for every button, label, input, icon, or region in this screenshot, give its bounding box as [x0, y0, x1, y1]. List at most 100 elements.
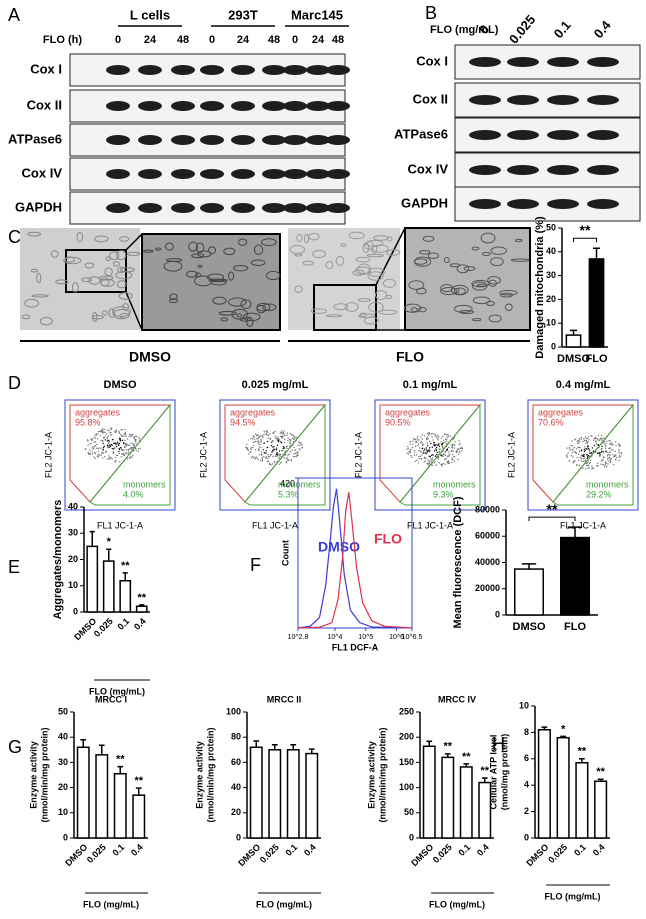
y-axis-label: Enzyme activity	[28, 741, 38, 809]
chart-title: MRCC II	[267, 694, 302, 704]
flow-dot	[410, 454, 412, 457]
flow-dot	[258, 449, 260, 452]
x-axis-label: FL1 JC-1-A	[560, 520, 606, 530]
flow-dot	[117, 443, 120, 445]
em-texture	[119, 236, 130, 242]
y-tick-label: 40	[546, 246, 556, 256]
flow-dot	[583, 453, 585, 456]
flow-dot	[435, 444, 437, 446]
flow-dot	[584, 440, 586, 442]
significance: **	[443, 741, 452, 753]
bar	[113, 772, 127, 839]
flow-dot	[618, 444, 621, 446]
flow-dot	[281, 430, 283, 432]
flow-dot	[594, 437, 596, 440]
em-texture	[510, 258, 530, 262]
flow-dot	[587, 456, 589, 458]
x-tick-label: 0.4	[129, 842, 145, 858]
flow-dot	[278, 457, 280, 459]
flow-dot	[458, 451, 460, 453]
flow-dot	[278, 438, 280, 441]
flow-dot	[414, 438, 417, 441]
flow-dot	[587, 445, 589, 447]
y-axis-label: (nmol/mg protein)	[499, 734, 509, 811]
flow-dot	[583, 448, 586, 450]
row-label: Cox I	[30, 61, 62, 76]
flow-dot	[263, 451, 266, 454]
flow-dot	[292, 455, 295, 458]
flow-dot	[118, 450, 120, 453]
flow-dot	[259, 435, 261, 437]
flow-dot	[575, 452, 578, 454]
flow-dot	[274, 455, 277, 457]
flow-dot	[584, 468, 587, 470]
flow-dot	[582, 457, 585, 460]
flow-dot	[109, 431, 111, 434]
flow-dot	[423, 450, 425, 452]
em-texture	[363, 316, 379, 325]
y-tick-label: 50	[546, 222, 556, 232]
em-texture	[440, 286, 458, 296]
blot-band	[283, 65, 307, 75]
bar	[459, 766, 473, 839]
flow-dot	[608, 457, 610, 459]
time: 48	[177, 34, 189, 46]
em-texture	[310, 308, 328, 314]
panel-label: D	[8, 373, 21, 393]
y-axis-label: (nmol/min/mg protein)	[205, 728, 215, 823]
flow-dot	[584, 460, 586, 462]
flow-title: DMSO	[104, 379, 137, 391]
flow-dot	[427, 451, 429, 453]
em-texture	[242, 312, 261, 322]
flow-dot	[102, 446, 105, 449]
x-tick-label: 0.025	[85, 842, 108, 865]
flow-dot	[98, 430, 101, 433]
gate	[244, 403, 326, 506]
blot-band	[200, 203, 224, 213]
em-texture	[490, 246, 507, 255]
flow-dot	[614, 458, 617, 461]
flow-dot	[102, 452, 105, 454]
blot-band	[306, 135, 330, 145]
y-tick-label: 10	[58, 807, 68, 817]
flow-dot	[601, 437, 603, 440]
blot-band	[547, 95, 579, 105]
flow-dot	[447, 446, 450, 449]
panel-label: E	[8, 557, 20, 577]
em-images: DMSO FLO	[20, 227, 531, 365]
flow-dot	[258, 443, 260, 445]
flow-dot	[257, 434, 259, 436]
flow-dot	[273, 448, 276, 451]
flow-dot	[583, 450, 586, 453]
significance: **	[462, 751, 471, 763]
flow-dot	[446, 460, 449, 463]
error-bar	[122, 572, 128, 581]
zoom-box	[313, 284, 377, 331]
row-label: Cox IV	[22, 165, 63, 180]
flow-dot	[448, 451, 450, 453]
flow-dot	[125, 452, 127, 454]
flow-dot	[569, 449, 571, 451]
em-texture	[368, 301, 384, 313]
bar	[119, 580, 132, 613]
em-texture	[228, 271, 235, 281]
flow-dot	[115, 431, 117, 434]
gate	[552, 403, 634, 506]
y-tick-label: 60	[231, 757, 241, 767]
time-label: FLO (h)	[43, 34, 82, 46]
blot-band	[262, 65, 286, 75]
flow-dot	[445, 433, 448, 436]
flow-dot	[429, 432, 431, 434]
flow-dot	[431, 457, 434, 459]
flow-dot	[265, 452, 267, 454]
flow-dot	[427, 449, 430, 451]
y-axis-label: FL2 JC-1-A	[353, 432, 363, 478]
x-tick-label: FLO	[586, 353, 608, 365]
flow-dot	[286, 445, 288, 448]
error-bar	[106, 548, 112, 562]
flow-dot	[609, 458, 611, 460]
row-label: ATPase6	[8, 131, 62, 146]
bar	[102, 560, 115, 613]
flow-dot	[577, 442, 580, 444]
y-tick-label: 0	[236, 832, 241, 842]
